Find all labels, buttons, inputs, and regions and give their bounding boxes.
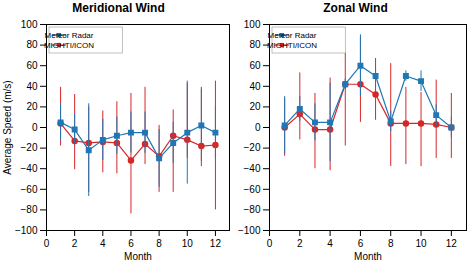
- svg-text:0: 0: [255, 122, 261, 133]
- svg-text:−80: −80: [244, 204, 261, 215]
- svg-text:4: 4: [327, 238, 333, 249]
- svg-text:Average Speed (m/s): Average Speed (m/s): [2, 80, 13, 174]
- svg-text:6: 6: [128, 238, 134, 249]
- svg-text:MIGHTI/ICON: MIGHTI/ICON: [44, 41, 94, 50]
- svg-text:40: 40: [26, 81, 38, 92]
- svg-text:8: 8: [156, 238, 162, 249]
- svg-text:Month: Month: [354, 251, 382, 262]
- svg-text:8: 8: [388, 238, 394, 249]
- svg-text:0: 0: [267, 238, 273, 249]
- svg-text:10: 10: [182, 238, 194, 249]
- svg-text:60: 60: [249, 60, 261, 71]
- svg-text:12: 12: [210, 238, 222, 249]
- svg-text:−20: −20: [21, 142, 38, 153]
- svg-text:10: 10: [415, 238, 427, 249]
- svg-text:−40: −40: [244, 163, 261, 174]
- html-text:Meridional Wind: Meridional Wind: [72, 1, 165, 15]
- svg-text:0: 0: [32, 122, 38, 133]
- svg-text:80: 80: [26, 39, 38, 50]
- svg-text:−60: −60: [21, 184, 38, 195]
- svg-text:12: 12: [446, 238, 458, 249]
- svg-text:−80: −80: [21, 204, 38, 215]
- svg-text:2: 2: [297, 238, 303, 249]
- svg-text:MIGHTI/ICON: MIGHTI/ICON: [267, 41, 317, 50]
- svg-text:0: 0: [44, 238, 50, 249]
- svg-text:2: 2: [72, 238, 78, 249]
- svg-text:Month: Month: [124, 251, 152, 262]
- svg-text:100: 100: [244, 19, 261, 30]
- svg-text:20: 20: [249, 101, 261, 112]
- svg-text:4: 4: [100, 238, 106, 249]
- svg-text:−100: −100: [15, 225, 38, 236]
- svg-text:100: 100: [21, 19, 38, 30]
- html-text:Zonal Wind: Zonal Wind: [323, 1, 388, 15]
- svg-text:60: 60: [26, 60, 38, 71]
- svg-text:−40: −40: [21, 163, 38, 174]
- svg-text:Meteor Radar: Meteor Radar: [268, 31, 317, 40]
- svg-text:40: 40: [249, 81, 261, 92]
- svg-text:−60: −60: [244, 184, 261, 195]
- svg-text:−20: −20: [244, 142, 261, 153]
- svg-text:20: 20: [26, 101, 38, 112]
- svg-text:80: 80: [249, 39, 261, 50]
- svg-text:6: 6: [358, 238, 364, 249]
- svg-text:Meteor Radar: Meteor Radar: [45, 31, 94, 40]
- svg-text:−100: −100: [238, 225, 261, 236]
